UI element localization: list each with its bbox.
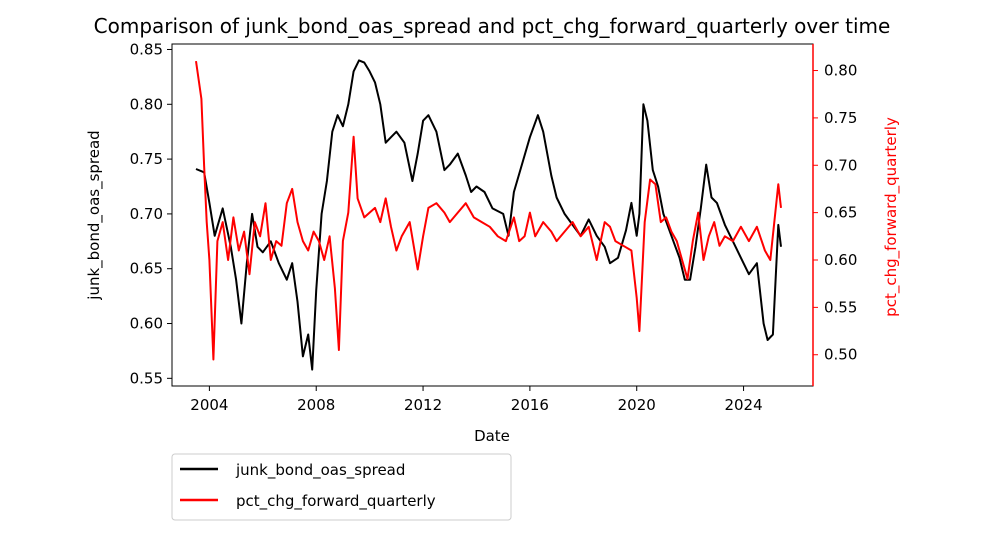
plot-lines <box>195 59 782 371</box>
y-left-tick-label: 0.70 <box>130 205 163 223</box>
legend-label-junk-bond: junk_bond_oas_spread <box>235 461 405 480</box>
x-tick-label: 2024 <box>724 396 762 414</box>
y-axis-left-label: junk_bond_oas_spread <box>85 130 104 300</box>
x-tick-label: 2008 <box>297 396 335 414</box>
x-axis: 2004 2008 2012 2016 2020 2024 <box>190 386 763 414</box>
x-axis-label: Date <box>474 427 510 445</box>
legend-label-pct-chg: pct_chg_forward_quarterly <box>236 492 436 511</box>
legend: junk_bond_oas_spread pct_chg_forward_qua… <box>171 453 512 521</box>
y-left-tick-label: 0.80 <box>130 95 163 113</box>
y-axis-right-label: pct_chg_forward_quarterly <box>882 117 901 317</box>
y-right-tick-label: 0.65 <box>824 204 857 222</box>
y-axis-left: 0.55 0.60 0.65 0.70 0.75 0.80 0.85 <box>130 40 172 387</box>
x-tick-label: 2016 <box>511 396 549 414</box>
series-line-junk-bond-oas-spread <box>195 59 782 371</box>
y-axis-right: 0.50 0.55 0.60 0.65 0.70 0.75 0.80 <box>812 44 857 386</box>
y-right-tick-label: 0.60 <box>824 251 857 269</box>
y-right-tick-label: 0.80 <box>824 62 857 80</box>
y-left-tick-label: 0.65 <box>130 260 163 278</box>
chart-title: Comparison of junk_bond_oas_spread and p… <box>94 14 891 38</box>
y-right-tick-label: 0.55 <box>824 298 857 316</box>
y-left-tick-label: 0.85 <box>130 40 163 58</box>
series-line-pct-chg-forward-quarterly <box>195 60 782 361</box>
x-tick-label: 2004 <box>190 396 228 414</box>
y-right-tick-label: 0.75 <box>824 109 857 127</box>
y-left-tick-label: 0.75 <box>130 150 163 168</box>
legend-frame <box>171 453 512 521</box>
y-right-tick-label: 0.70 <box>824 156 857 174</box>
x-tick-label: 2012 <box>404 396 442 414</box>
plot-frame <box>171 43 814 387</box>
x-tick-label: 2020 <box>618 396 656 414</box>
y-left-tick-label: 0.55 <box>130 369 163 387</box>
y-right-tick-label: 0.50 <box>824 346 857 364</box>
y-left-tick-label: 0.60 <box>130 315 163 333</box>
